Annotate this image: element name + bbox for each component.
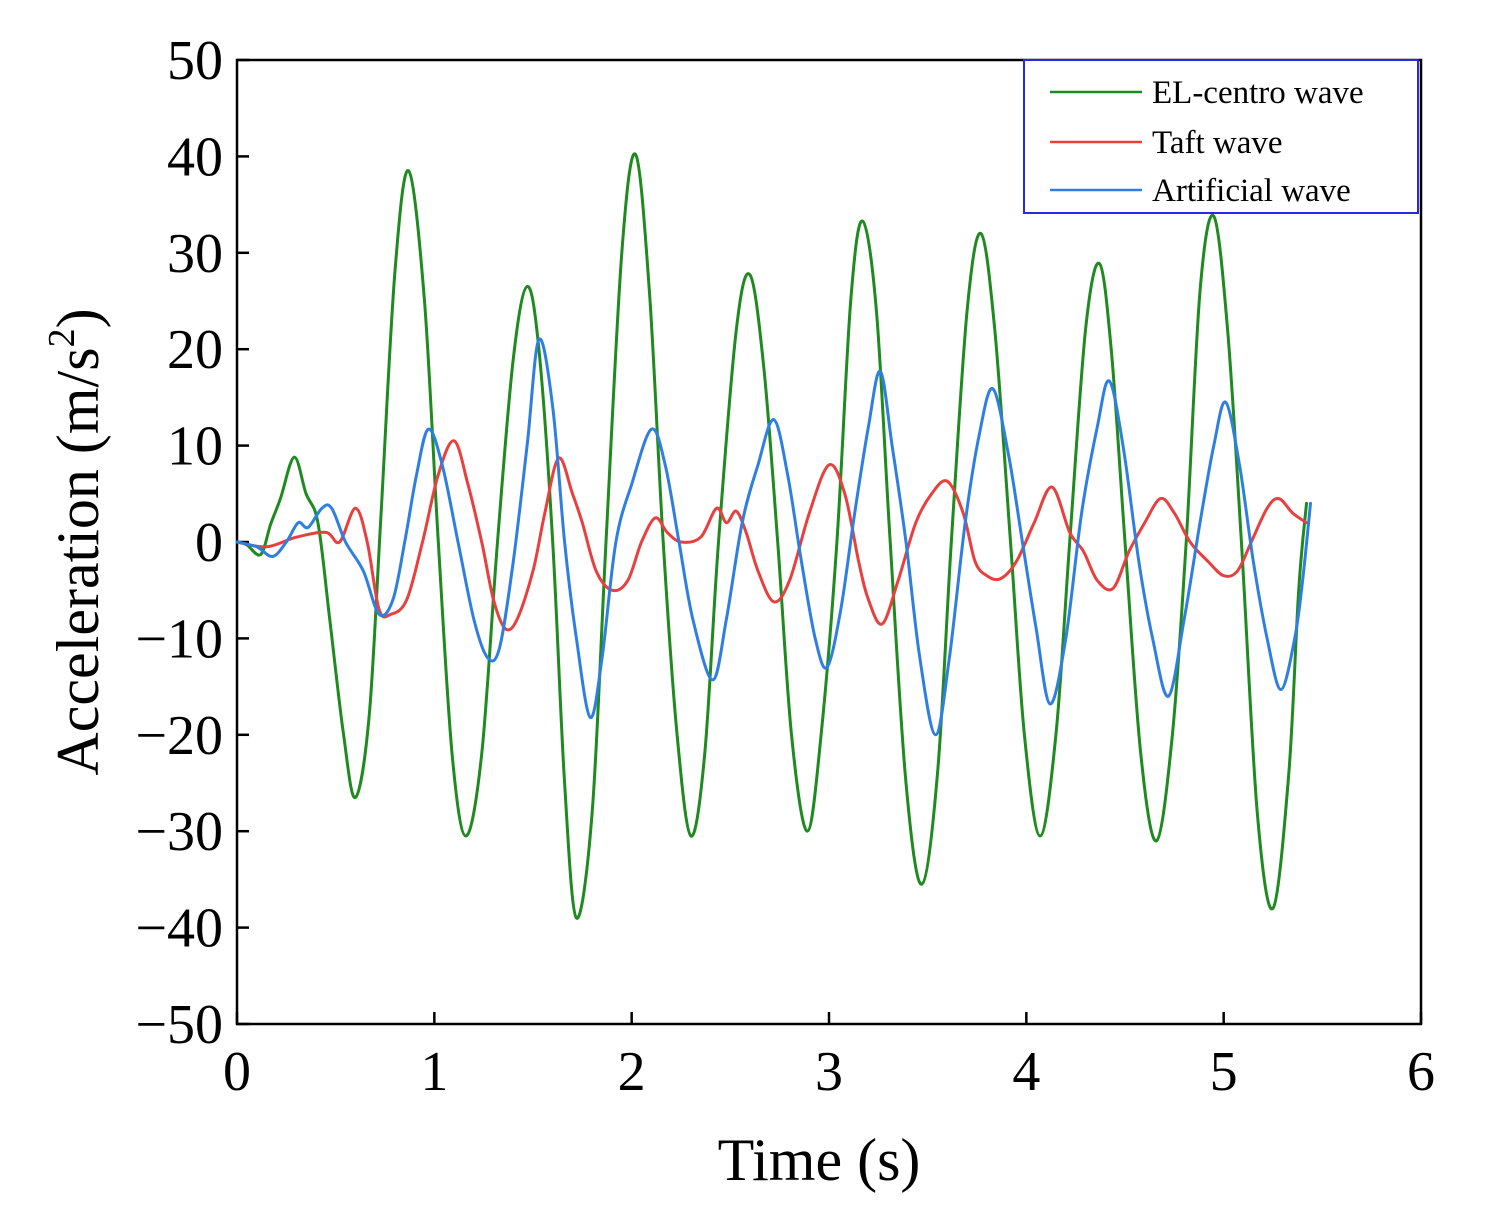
x-tick-label: 1 bbox=[420, 1041, 448, 1103]
y-tick-label: 10 bbox=[167, 416, 223, 478]
x-axis-ticks: 0 1 2 3 4 5 6 bbox=[223, 1012, 1435, 1103]
x-tick-label: 0 bbox=[223, 1041, 251, 1103]
x-tick-label: 4 bbox=[1012, 1041, 1040, 1103]
series-lines bbox=[235, 152, 1312, 920]
y-tick-label: −20 bbox=[135, 705, 223, 767]
x-axis-title: Time (s) bbox=[718, 1127, 921, 1193]
y-axis-ticks: −50 −40 −30 −20 −10 0 10 20 30 40 50 bbox=[135, 30, 249, 1056]
x-tick-label: 2 bbox=[618, 1041, 646, 1103]
y-axis-title: Acceleration (m/s2) bbox=[41, 308, 111, 775]
y-axis-title-close: ) bbox=[45, 308, 111, 328]
x-tick-label: 6 bbox=[1407, 1041, 1435, 1103]
y-tick-label: −40 bbox=[135, 898, 223, 960]
y-tick-label: 50 bbox=[167, 30, 223, 92]
y-tick-label: −50 bbox=[135, 994, 223, 1056]
x-tick-label: 5 bbox=[1210, 1041, 1238, 1103]
legend: EL-centro wave Taft wave Artificial wave bbox=[1023, 59, 1419, 214]
y-tick-label: −10 bbox=[135, 608, 223, 670]
y-tick-label: 0 bbox=[195, 512, 223, 574]
legend-label-taft: Taft wave bbox=[1152, 125, 1283, 161]
y-axis-title-main: Acceleration (m/s bbox=[45, 347, 111, 775]
y-tick-label: 20 bbox=[167, 319, 223, 381]
taft-wave-line bbox=[235, 439, 1308, 632]
y-tick-label: 30 bbox=[167, 223, 223, 285]
legend-label-artificial: Artificial wave bbox=[1152, 173, 1351, 209]
x-tick-label: 3 bbox=[815, 1041, 843, 1103]
legend-box bbox=[1023, 59, 1419, 214]
legend-label-el-centro: EL-centro wave bbox=[1152, 75, 1364, 111]
y-tick-label: −30 bbox=[135, 801, 223, 863]
y-tick-label: 40 bbox=[167, 126, 223, 188]
y-axis-title-superscript: 2 bbox=[41, 328, 83, 347]
el-centro-wave-line bbox=[235, 152, 1308, 920]
artificial-wave-line bbox=[235, 337, 1312, 737]
